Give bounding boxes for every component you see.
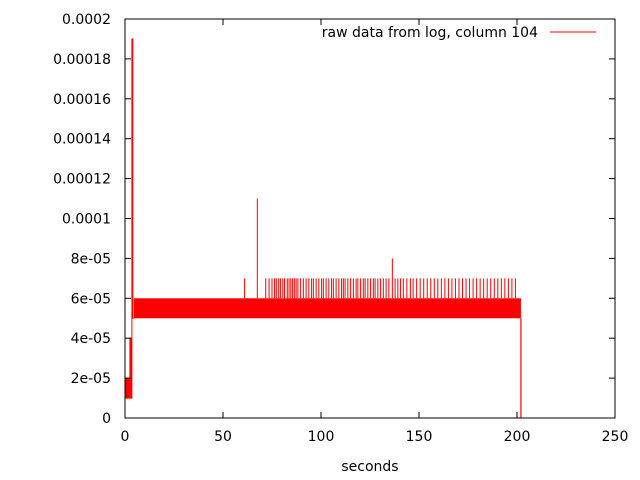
legend: raw data from log, column 104 [322,25,596,41]
x-tick-label: 250 [602,429,629,445]
y-tick-label: 0.00016 [53,92,111,108]
x-tick-label: 0 [121,429,130,445]
x-tick-label: 150 [406,429,433,445]
y-tick-label: 6e-05 [71,291,111,307]
y-tick-label: 2e-05 [71,371,111,387]
chart-marks [125,38,522,418]
y-tick-label: 0 [102,411,111,427]
y-tick-label: 4e-05 [71,331,111,347]
y-tick-label: 0.0002 [62,12,111,28]
plot-frame [124,18,616,419]
legend-label: raw data from log, column 104 [322,25,538,41]
y-tick-label: 0.00014 [53,132,111,148]
y-tick-label: 0.0001 [62,212,111,228]
x-tick-label: 200 [504,429,531,445]
x-tick-label: 50 [214,429,232,445]
x-tick-label: 100 [308,429,335,445]
y-tick-label: 0.00018 [53,52,111,68]
x-axis-label: seconds [341,459,398,475]
axis-ticks: 0 50 100 150 200 250 0 2e-05 4e-05 6e-05 8e-05 0.00… [53,12,628,445]
y-tick-label: 8e-05 [71,251,111,267]
y-tick-label: 0.00012 [53,172,111,188]
series-dense-band [133,298,521,319]
